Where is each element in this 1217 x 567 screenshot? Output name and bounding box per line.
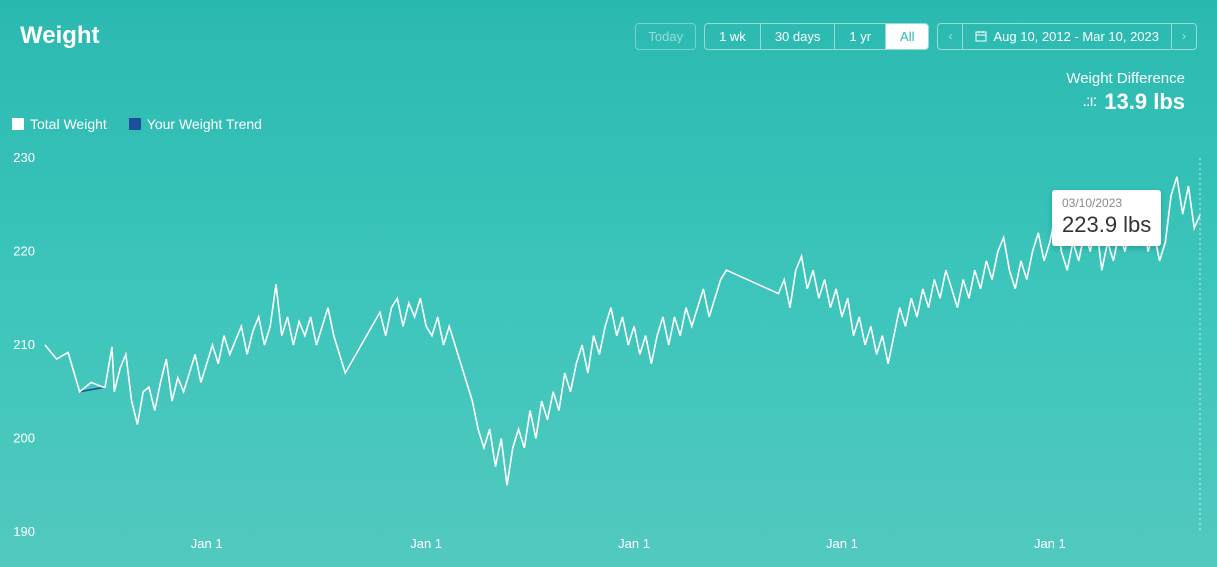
- svg-text:Jan 1: Jan 1: [410, 536, 442, 550]
- today-button[interactable]: Today: [635, 23, 696, 50]
- legend-item-trend: Your Weight Trend: [129, 116, 262, 132]
- range-1yr[interactable]: 1 yr: [835, 24, 886, 49]
- svg-text:200: 200: [13, 431, 35, 446]
- legend-swatch-white: [12, 118, 24, 130]
- weight-difference-box: Weight Difference .:ı: 13.9 lbs: [1066, 70, 1185, 115]
- svg-text:210: 210: [13, 337, 35, 352]
- svg-text:220: 220: [13, 244, 35, 259]
- data-tooltip: 03/10/2023 223.9 lbs: [1052, 190, 1161, 246]
- page-title: Weight: [20, 22, 100, 50]
- calendar-icon: [975, 30, 987, 42]
- legend-label-trend: Your Weight Trend: [147, 116, 262, 132]
- legend-swatch-blue: [129, 118, 141, 130]
- svg-text:Jan 1: Jan 1: [618, 536, 650, 550]
- svg-text:230: 230: [13, 150, 35, 165]
- range-1wk[interactable]: 1 wk: [705, 24, 761, 49]
- svg-text:190: 190: [13, 524, 35, 539]
- weight-chart-svg: 190 200 210 220 230 Jan 1 Jan 1 Jan 1 Jan 1 Jan …: [0, 150, 1217, 550]
- date-range-picker[interactable]: Aug 10, 2012 - Mar 10, 2023: [963, 24, 1171, 49]
- weight-difference-value: 13.9 lbs: [1104, 89, 1185, 115]
- svg-text:Jan 1: Jan 1: [1034, 536, 1066, 550]
- legend-item-total: Total Weight: [12, 116, 107, 132]
- tooltip-date: 03/10/2023: [1062, 196, 1151, 210]
- svg-text:Jan 1: Jan 1: [826, 536, 858, 550]
- next-arrow[interactable]: ›: [1171, 24, 1196, 49]
- range-30days[interactable]: 30 days: [761, 24, 836, 49]
- legend-label-total: Total Weight: [30, 116, 107, 132]
- svg-text:Jan 1: Jan 1: [191, 536, 223, 550]
- date-range-text: Aug 10, 2012 - Mar 10, 2023: [993, 29, 1159, 44]
- weight-difference-label: Weight Difference: [1066, 70, 1185, 87]
- range-group: 1 wk 30 days 1 yr All: [704, 23, 929, 50]
- trending-up-icon: .:ı:: [1083, 93, 1097, 111]
- range-all[interactable]: All: [886, 24, 928, 49]
- prev-arrow[interactable]: ‹: [938, 24, 963, 49]
- time-controls: Today 1 wk 30 days 1 yr All ‹ Aug 10, 20…: [635, 23, 1197, 50]
- tooltip-value: 223.9 lbs: [1062, 212, 1151, 238]
- date-nav: ‹ Aug 10, 2012 - Mar 10, 2023 ›: [937, 23, 1197, 50]
- legend: Total Weight Your Weight Trend: [12, 116, 262, 132]
- chart-area: 190 200 210 220 230 Jan 1 Jan 1 Jan 1 Jan 1 Jan …: [0, 150, 1217, 550]
